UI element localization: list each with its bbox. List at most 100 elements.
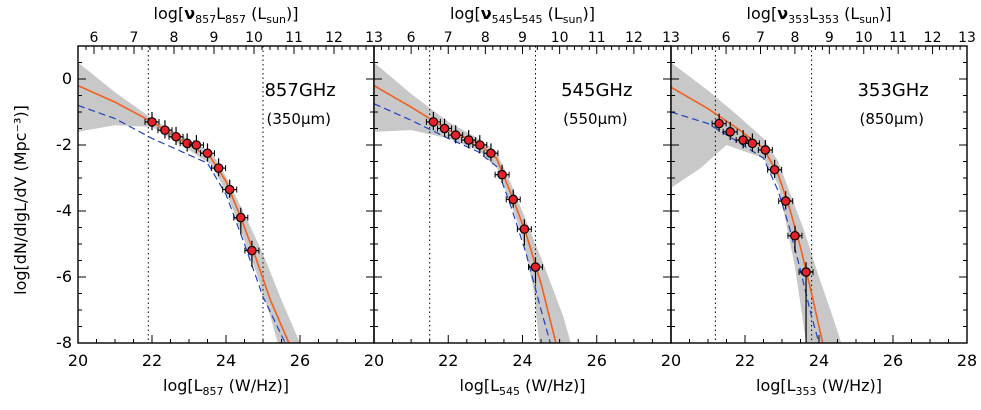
x-tick-label: 28 xyxy=(957,351,977,370)
fit-curve-solid xyxy=(671,86,824,343)
top-axis-title-post: (L xyxy=(839,4,859,23)
top-tick-label: 10 xyxy=(855,30,873,46)
top-axis-title-end: )] xyxy=(582,4,594,23)
top-axis-title-sun: sun xyxy=(859,13,879,26)
fit-curve-dashed xyxy=(374,103,551,343)
top-tick-label: 13 xyxy=(662,30,680,46)
top-axis-title-nu: ν xyxy=(481,4,492,23)
panel-plot-area xyxy=(78,46,300,343)
data-point-1 xyxy=(425,112,441,131)
top-tick-label: 11 xyxy=(285,30,303,46)
panel-3: 20 22 24 26 286 7 8 9 10 11 12 13353GHz(850μm)log[L… xyxy=(661,4,977,398)
data-point-6 xyxy=(200,143,215,162)
top-axis-title: log[ν545L545 (Lsun)] xyxy=(450,4,595,26)
y-axis-label: log[dN/dlgL/dV (Mpc⁻³)] xyxy=(11,105,30,295)
data-marker xyxy=(714,118,724,129)
top-axis-title-sub: 545 xyxy=(492,13,513,26)
x-axis-title-sub: 545 xyxy=(499,385,520,398)
top-tick-label: 8 xyxy=(481,30,490,46)
top-tick-label: 9 xyxy=(825,30,834,46)
x-tick-label: 24 xyxy=(216,351,236,370)
data-point-1 xyxy=(711,113,727,132)
data-point-8 xyxy=(787,225,803,253)
wavelength-label: (350μm) xyxy=(266,110,331,128)
data-point-2 xyxy=(157,120,173,139)
data-marker xyxy=(202,148,213,159)
x-tick-label: 20 xyxy=(364,351,384,370)
x-axis-title: log[L353 (W/Hz)] xyxy=(756,376,882,398)
x-tick-label: 20 xyxy=(661,351,681,370)
data-marker xyxy=(760,145,771,155)
data-marker xyxy=(236,212,246,223)
top-tick-label: 10 xyxy=(551,30,569,46)
y-tick-label: -2 xyxy=(56,135,72,154)
data-marker xyxy=(747,138,758,149)
top-axis-title-pre: log[ xyxy=(747,4,778,23)
data-point-5 xyxy=(472,135,488,154)
top-tick-label: 13 xyxy=(365,30,383,46)
x-axis-title-main: log[L xyxy=(163,376,203,395)
top-tick-label: 7 xyxy=(756,30,765,46)
fit-curve-dashed xyxy=(78,104,286,343)
x-tick-label: 22 xyxy=(438,351,458,370)
top-tick-label: 12 xyxy=(625,30,643,46)
data-point-10 xyxy=(244,240,260,268)
x-tick-label: 22 xyxy=(142,351,162,370)
top-axis-title-sub2: 545 xyxy=(522,13,543,26)
frequency-label: 545GHz xyxy=(561,80,632,101)
data-point-6 xyxy=(483,143,499,162)
top-tick-label: 7 xyxy=(130,30,139,46)
data-marker xyxy=(450,130,461,140)
top-axis-title-sub: 857 xyxy=(195,13,216,26)
data-marker xyxy=(191,140,202,150)
data-point-4 xyxy=(744,133,760,152)
uncertainty-band xyxy=(78,62,300,343)
x-axis-title-sub: 857 xyxy=(203,385,224,398)
data-point-4 xyxy=(461,130,477,149)
data-point-7 xyxy=(494,164,510,183)
top-axis-title-sub: 353 xyxy=(788,13,809,26)
x-axis-title-main: log[L xyxy=(460,376,500,395)
frequency-label: 857GHz xyxy=(264,80,335,101)
data-marker xyxy=(224,184,235,195)
top-tick-label: 13 xyxy=(958,30,976,46)
data-marker xyxy=(530,262,541,272)
frequency-label: 353GHz xyxy=(857,80,928,101)
data-marker xyxy=(486,148,496,159)
data-marker xyxy=(147,117,157,127)
top-tick-label: 6 xyxy=(407,30,416,46)
top-axis-title-mid: L xyxy=(513,4,522,23)
data-marker xyxy=(428,117,439,127)
wavelength-label: (850μm) xyxy=(859,110,924,128)
data-point-9 xyxy=(233,207,249,235)
data-marker xyxy=(247,245,257,256)
data-marker xyxy=(182,138,192,149)
top-axis-title: log[ν857L857 (Lsun)] xyxy=(154,4,299,26)
top-axis-title-sun: sun xyxy=(266,13,286,26)
top-axis-title-sub2: 857 xyxy=(225,13,246,26)
top-axis-title-mid: L xyxy=(216,4,225,23)
panel-2: 20 22 24 266 7 8 9 10 11 12 13545GHz(550μm)log[L54… xyxy=(364,4,680,398)
top-tick-label: 12 xyxy=(924,30,942,46)
data-point-1 xyxy=(144,112,160,131)
top-tick-label: 10 xyxy=(245,30,263,46)
data-marker xyxy=(463,135,474,145)
data-marker xyxy=(439,123,450,134)
x-axis-title-tail: (W/Hz)] xyxy=(520,376,585,395)
data-point-7 xyxy=(211,158,227,177)
data-point-10 xyxy=(527,257,543,284)
x-tick-label: 26 xyxy=(587,351,607,370)
data-point-8 xyxy=(505,189,521,208)
x-axis-title: log[L857 (W/Hz)] xyxy=(163,376,289,398)
top-tick-label: 11 xyxy=(889,30,907,46)
uncertainty-band xyxy=(374,62,571,343)
top-axis-title-sun: sun xyxy=(563,13,583,26)
top-axis-title: log[ν353L353 (Lsun)] xyxy=(747,4,892,26)
top-axis-title-sub2: 353 xyxy=(818,13,839,26)
data-marker xyxy=(519,224,530,234)
panels-container: 20 22 24 26 6 7 8 9 10 11 12 13 0 -2 -4 -6 -8 857GHz (350μ… xyxy=(56,4,977,398)
top-tick-label: 11 xyxy=(588,30,606,46)
data-marker xyxy=(790,230,800,241)
data-marker xyxy=(160,125,170,135)
